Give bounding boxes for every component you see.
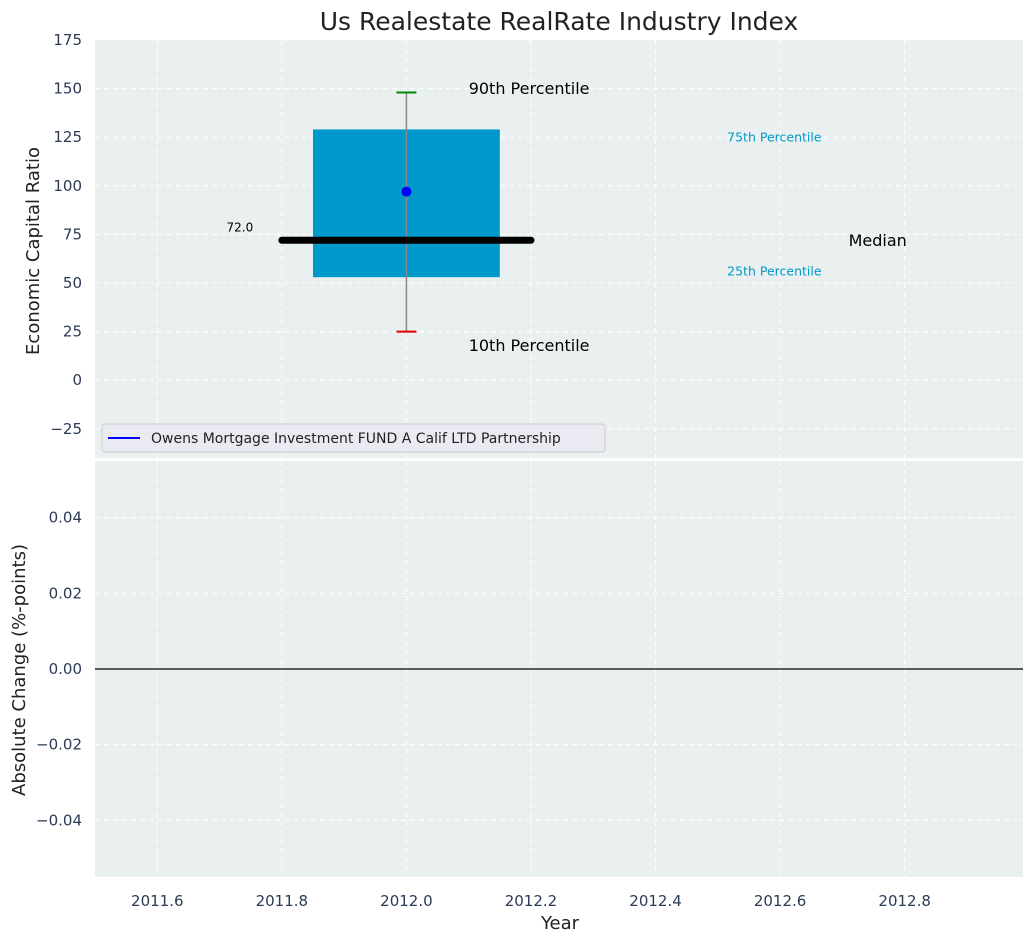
- y-tick-label-top: 25: [63, 323, 82, 341]
- y-tick-label-bottom: 0.04: [49, 509, 82, 527]
- x-tick-label: 2012.4: [629, 892, 682, 910]
- annotation-label: 25th Percentile: [727, 264, 822, 279]
- y-tick-label-bottom: 0.02: [49, 584, 82, 602]
- chart-title: Us Realestate RealRate Industry Index: [320, 7, 799, 36]
- y-tick-label-bottom: −0.04: [36, 811, 82, 829]
- company-point: [401, 186, 412, 197]
- y-tick-label-top: 150: [53, 80, 82, 98]
- annotation-label: 90th Percentile: [469, 79, 590, 98]
- x-tick-label: 2011.8: [256, 892, 309, 910]
- y-axis-label-bottom: Absolute Change (%-points): [9, 544, 30, 796]
- annotation-label: 10th Percentile: [469, 336, 590, 355]
- y-tick-label-top: 125: [53, 128, 82, 146]
- y-tick-label-top: 100: [53, 177, 82, 195]
- y-tick-label-top: 75: [63, 225, 82, 243]
- y-tick-label-top: 50: [63, 274, 82, 292]
- x-tick-label: 2011.6: [131, 892, 184, 910]
- legend-entry-label: Owens Mortgage Investment FUND A Calif L…: [151, 431, 561, 447]
- x-tick-label: 2012.6: [754, 892, 807, 910]
- y-tick-label-bottom: −0.02: [36, 736, 82, 754]
- x-tick-label: 2012.0: [380, 892, 433, 910]
- median-value-label: 72.0: [226, 220, 253, 234]
- x-tick-label: 2012.2: [505, 892, 558, 910]
- annotation-label: 75th Percentile: [727, 130, 822, 145]
- y-tick-label-top: −25: [50, 420, 82, 438]
- annotation-label: Median: [849, 231, 907, 250]
- chart-marks: [95, 91, 1023, 670]
- y-tick-label-top: 175: [53, 31, 82, 49]
- x-tick-label: 2012.8: [878, 892, 931, 910]
- chart-text: 2011.6 2011.8 2012.0 2012.2 2012.4 2012.6 2012…: [9, 31, 931, 934]
- y-axis-label-top: Economic Capital Ratio: [23, 147, 44, 355]
- legend[interactable]: Owens Mortgage Investment FUND A Calif L…: [101, 423, 606, 453]
- top-plot-area: [95, 40, 1023, 458]
- y-tick-label-bottom: 0.00: [49, 660, 82, 678]
- y-tick-label-top: 0: [72, 371, 82, 389]
- legend-box: [101, 423, 606, 453]
- x-axis-label: Year: [540, 913, 580, 934]
